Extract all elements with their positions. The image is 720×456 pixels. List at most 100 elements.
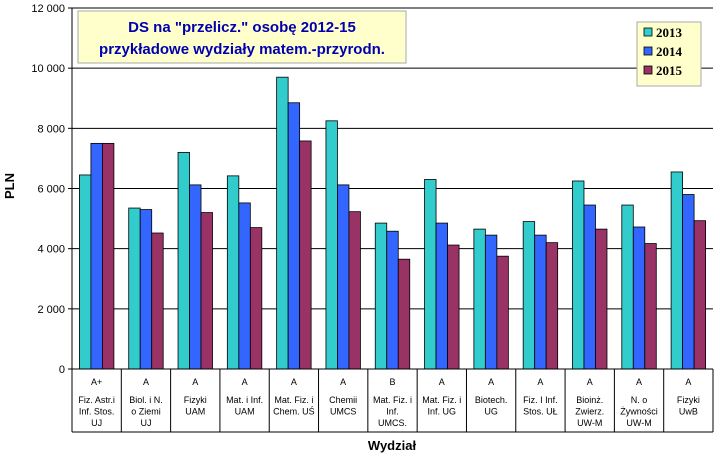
bar-2014 — [139, 209, 153, 370]
bar-2013 — [522, 221, 536, 370]
bar-2014 — [287, 102, 301, 370]
bar-2013 — [177, 151, 190, 370]
category-label: UJ — [140, 418, 151, 428]
category-label: Mat. Fiz. i — [274, 395, 313, 405]
bar-2015 — [348, 211, 361, 370]
category-label: Fiz. Astr.i — [78, 395, 115, 405]
category-grade: A — [685, 377, 691, 387]
category-grade: A — [291, 377, 297, 387]
category-label: Chemii — [329, 395, 357, 405]
category-grade: A — [143, 377, 149, 387]
bar-2014 — [484, 234, 498, 370]
category-grade: A — [488, 377, 494, 387]
bar-2015 — [299, 140, 312, 370]
bar-2014 — [682, 194, 695, 370]
bar-2013 — [79, 174, 92, 370]
category-label: UAM — [235, 407, 255, 417]
category-label: Zwierz. — [575, 407, 604, 417]
category-grade: A — [537, 377, 543, 387]
y-tick-label: 10 000 — [31, 63, 65, 75]
category-label: Fizyki — [184, 395, 207, 405]
category-label: Inf. UG — [428, 407, 457, 417]
bar-2014 — [238, 202, 251, 370]
category-grade: A+ — [91, 377, 102, 387]
legend-label: 2014 — [656, 44, 683, 59]
y-axis-title: PLN — [2, 173, 17, 199]
category-label: Biotech. — [475, 395, 508, 405]
category-grade: A — [439, 377, 445, 387]
category-label: UAM — [185, 407, 205, 417]
bars — [79, 76, 706, 370]
category-label: Fiz. I Inf. — [523, 395, 558, 405]
y-tick-label: 8 000 — [37, 123, 65, 135]
category-label: UMCS. — [378, 418, 407, 428]
category-label: Stos. UŁ — [523, 407, 558, 417]
category-label: UW-M — [626, 418, 651, 428]
bar-2013 — [670, 171, 683, 370]
bar-2013 — [226, 175, 240, 370]
category-label: UG — [484, 407, 498, 417]
bar-2014 — [90, 142, 103, 370]
category-grade: A — [587, 377, 593, 387]
category-label: Bioinż. — [576, 395, 603, 405]
legend-swatch — [643, 46, 653, 56]
legend-swatch — [643, 65, 653, 75]
category-label: Żywności — [620, 407, 658, 417]
category-label: Inf. Stos. — [79, 407, 115, 417]
category-label: Mat. i Inf. — [226, 395, 263, 405]
bar-2013 — [325, 120, 338, 370]
category-grade: B — [389, 377, 395, 387]
category-grade: A — [636, 377, 642, 387]
y-tick-label: 6 000 — [37, 184, 65, 196]
bar-2015 — [496, 255, 509, 370]
y-axis-ticks: 0 2 000 4 000 6 000 8 000 10 000 12 000 — [31, 3, 72, 376]
bar-2014 — [435, 222, 448, 370]
category-label: o Ziemi — [131, 407, 161, 417]
category-label: N. o — [631, 395, 648, 405]
bar-2014 — [583, 204, 596, 370]
axes — [71, 8, 713, 432]
category-label: UJ — [91, 418, 102, 428]
bar-2013 — [621, 204, 634, 370]
x-axis-title: Wydział — [368, 438, 417, 453]
bar-2015 — [693, 220, 706, 370]
category-label: Fizyki — [677, 395, 700, 405]
bar-2015 — [200, 212, 213, 370]
legend: 2013 2014 2015 — [636, 21, 702, 87]
bar-2013 — [424, 179, 437, 370]
bar-2015 — [102, 142, 115, 370]
y-tick-label: 2 000 — [37, 304, 65, 316]
bar-2013 — [374, 222, 388, 370]
bar-2013 — [473, 228, 486, 370]
legend-label: 2015 — [656, 63, 683, 78]
bar-2015 — [249, 227, 263, 370]
bar-2013 — [572, 180, 585, 370]
category-label: Mat. Fiz. i — [422, 395, 461, 405]
bar-2015 — [595, 228, 608, 370]
bar-2013 — [128, 207, 141, 370]
bar-2014 — [534, 234, 547, 370]
category-label: Biol. i N. — [129, 395, 163, 405]
chart-title-line-2: przykładowe wydziały matem.-przyrodn. — [99, 41, 385, 58]
bar-2014 — [337, 184, 350, 370]
bar-2015 — [397, 258, 411, 370]
category-label: Chem. UŚ — [273, 406, 315, 417]
bar-2015 — [545, 242, 559, 370]
bar-2015 — [151, 232, 164, 370]
y-tick-label: 12 000 — [31, 3, 65, 15]
y-tick-label: 0 — [59, 364, 65, 376]
category-grade: A — [242, 377, 248, 387]
bar-2014 — [632, 226, 646, 370]
category-label: UMCS — [330, 407, 357, 417]
category-label: Mat. Fiz. i — [373, 395, 412, 405]
category-grade: A — [340, 377, 346, 387]
category-label: UW-M — [577, 418, 602, 428]
bar-2015 — [447, 244, 460, 370]
chart-title-line-1: DS na "przelicz." osobę 2012-15 — [128, 19, 356, 36]
y-tick-label: 4 000 — [37, 244, 65, 256]
bar-2013 — [276, 76, 289, 370]
bar-2014 — [386, 230, 399, 370]
legend-swatch — [643, 27, 653, 37]
